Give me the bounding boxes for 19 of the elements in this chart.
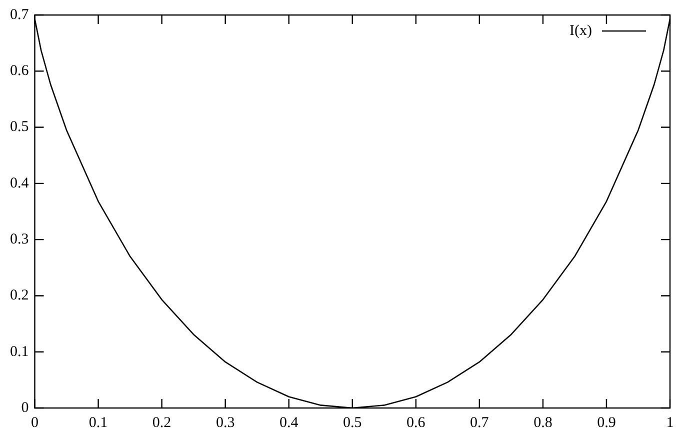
y-tick-label: 0.2: [10, 288, 29, 304]
x-tick-label: 0.9: [597, 414, 616, 431]
y-tick-label: 0.4: [10, 175, 30, 192]
legend-label: I(x): [570, 22, 592, 39]
x-tick-label: 1: [666, 414, 674, 431]
x-tick-label: 0.1: [88, 414, 108, 431]
y-tick-label: 0.1: [10, 344, 29, 360]
x-tick-label: 0.2: [152, 414, 172, 431]
y-tick-label: 0.3: [10, 232, 29, 248]
x-tick-label: 0.3: [216, 414, 235, 431]
y-tick-label: 0: [21, 400, 29, 416]
x-tick-label: 0.6: [406, 414, 426, 431]
x-tick-label: 0.4: [279, 414, 299, 431]
y-tick-label: 0.5: [10, 119, 29, 136]
x-tick-label: 0.5: [343, 414, 362, 431]
y-tick-label: 0.6: [10, 63, 30, 80]
x-tick-label: 0.8: [534, 414, 552, 431]
x-tick-label: 0.7: [470, 414, 490, 431]
y-tick-label: 0.7: [10, 6, 30, 23]
